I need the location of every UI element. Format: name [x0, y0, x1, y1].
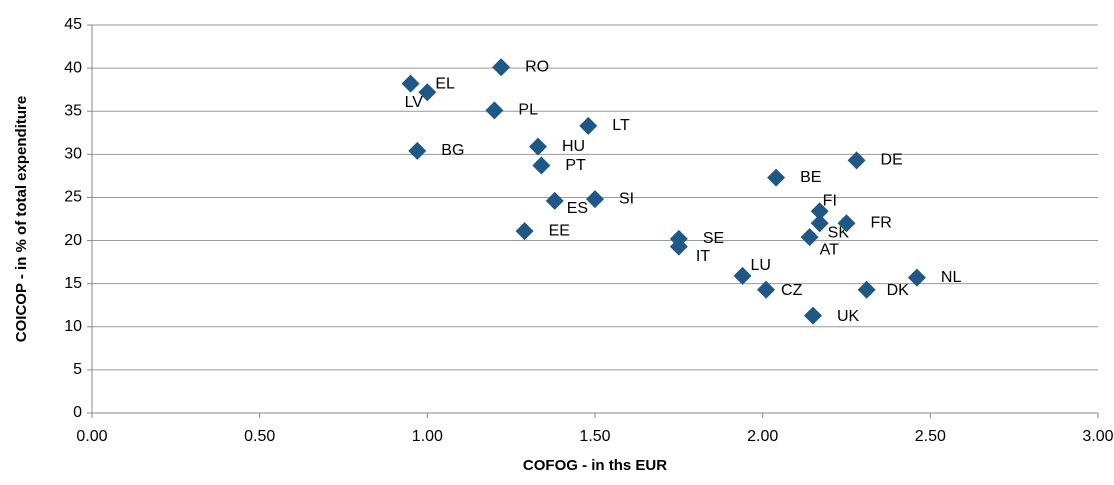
- y-tick-label: 25: [64, 189, 82, 206]
- point-label: RO: [525, 58, 549, 75]
- point-label: CZ: [781, 282, 803, 299]
- point: [579, 116, 598, 135]
- point-label: DK: [887, 282, 910, 299]
- y-tick-label: 35: [64, 102, 82, 119]
- point-label: UK: [837, 308, 860, 325]
- point-label: FR: [871, 215, 892, 232]
- x-tick-label: 3.00: [1082, 428, 1113, 445]
- point-label: ES: [567, 200, 588, 217]
- x-tick-label: 2.00: [747, 428, 778, 445]
- x-tick-label: 0.00: [76, 428, 107, 445]
- point: [401, 74, 420, 93]
- point: [810, 214, 829, 233]
- y-tick-label: 15: [64, 275, 82, 292]
- point: [837, 214, 856, 233]
- y-tick-label: 0: [73, 404, 82, 421]
- point: [767, 168, 786, 187]
- point: [800, 228, 819, 247]
- point-label: LU: [751, 257, 771, 274]
- y-tick-label: 20: [64, 232, 82, 249]
- point: [669, 237, 688, 256]
- point-label: BG: [441, 142, 464, 159]
- y-axis-title: COICOP - in % of total expenditure: [13, 96, 30, 342]
- point-label: EE: [549, 222, 570, 239]
- point: [803, 306, 822, 325]
- point: [586, 190, 604, 209]
- y-tick-label: 40: [64, 59, 82, 76]
- point-label: SI: [619, 190, 634, 207]
- point: [418, 83, 437, 102]
- point: [857, 280, 876, 299]
- x-tick-label: 1.00: [412, 428, 443, 445]
- point-label: IT: [696, 248, 710, 265]
- y-tick-label: 10: [64, 318, 82, 335]
- point: [485, 101, 504, 120]
- point: [733, 266, 752, 285]
- point-label: EL: [435, 75, 455, 92]
- point: [757, 280, 776, 299]
- point: [545, 191, 564, 210]
- point-label: DE: [881, 152, 903, 169]
- point: [847, 151, 866, 170]
- point: [528, 137, 547, 156]
- x-tick-label: 1.50: [579, 428, 610, 445]
- point-label: FI: [823, 192, 837, 209]
- point-label: PL: [518, 102, 538, 119]
- point-label: BE: [800, 169, 821, 186]
- y-tick-label: 5: [73, 361, 82, 378]
- point-label: AT: [820, 241, 839, 258]
- y-tick-label: 45: [64, 16, 82, 33]
- x-tick-label: 0.50: [244, 428, 275, 445]
- point-label: HU: [562, 138, 585, 155]
- point: [492, 58, 511, 77]
- point: [532, 156, 551, 175]
- point: [515, 222, 534, 241]
- point-label: LT: [612, 117, 630, 134]
- point: [907, 268, 926, 287]
- x-axis-title: COFOG - in ths EUR: [523, 457, 667, 474]
- point: [810, 202, 829, 221]
- x-tick-label: 2.50: [915, 428, 946, 445]
- point: [408, 141, 427, 160]
- point-label: LV: [405, 94, 424, 111]
- point-label: PT: [565, 157, 586, 174]
- y-tick-label: 30: [64, 146, 82, 163]
- point-label: SE: [703, 230, 724, 247]
- point-label: NL: [941, 269, 962, 286]
